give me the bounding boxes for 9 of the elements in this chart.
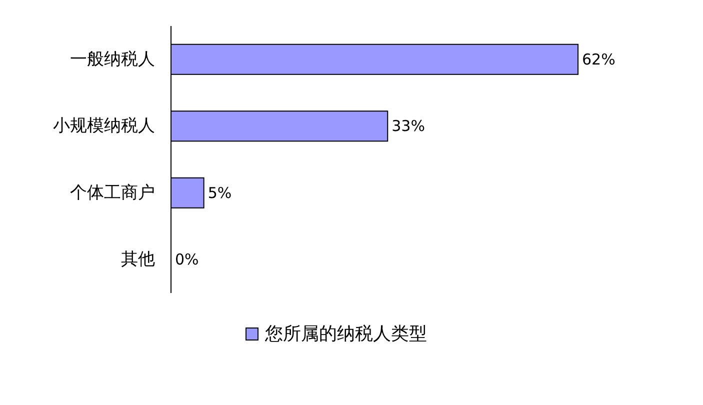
data-label: 62% (582, 50, 616, 68)
data-label: 5% (208, 184, 232, 202)
y-tick-label: 一般纳税人 (70, 49, 155, 70)
data-label: 33% (392, 117, 425, 136)
y-tick-label: 小规模纳税人 (53, 116, 155, 136)
y-tick-label: 个体工商户 (70, 182, 155, 203)
data-label: 0% (175, 250, 199, 269)
legend-label: 您所属的纳税人类型 (264, 324, 427, 344)
y-tick-label: 其他 (121, 250, 155, 270)
